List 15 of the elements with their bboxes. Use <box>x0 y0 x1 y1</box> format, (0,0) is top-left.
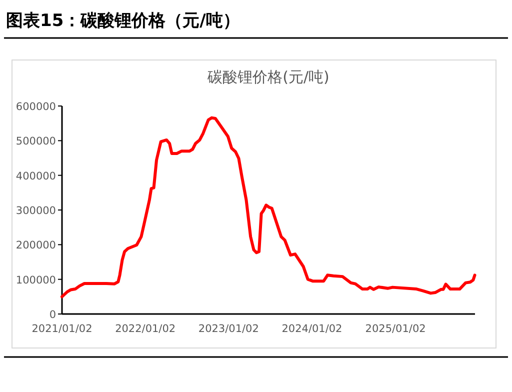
x-tick-label: 2025/01/02 <box>365 323 426 335</box>
chart-title: 图表15：碳酸锂价格（元/吨） <box>6 11 240 31</box>
chart-subtitle: 碳酸锂价格(元/吨) <box>206 68 330 86</box>
y-tick-label: 400000 <box>16 170 56 182</box>
y-tick-label: 600000 <box>16 101 56 113</box>
y-tick-label: 100000 <box>16 274 56 286</box>
x-tick-label: 2024/01/02 <box>282 323 342 335</box>
y-tick-label: 300000 <box>16 205 56 217</box>
y-tick-label: 200000 <box>16 240 56 252</box>
x-tick-label: 2022/01/02 <box>115 323 176 335</box>
y-tick-label: 0 <box>49 309 56 321</box>
line-series <box>60 116 476 298</box>
y-tick-label: 500000 <box>16 136 56 148</box>
x-tick-label: 2021/01/02 <box>32 323 92 335</box>
x-tick-label: 2023/01/02 <box>198 323 259 335</box>
